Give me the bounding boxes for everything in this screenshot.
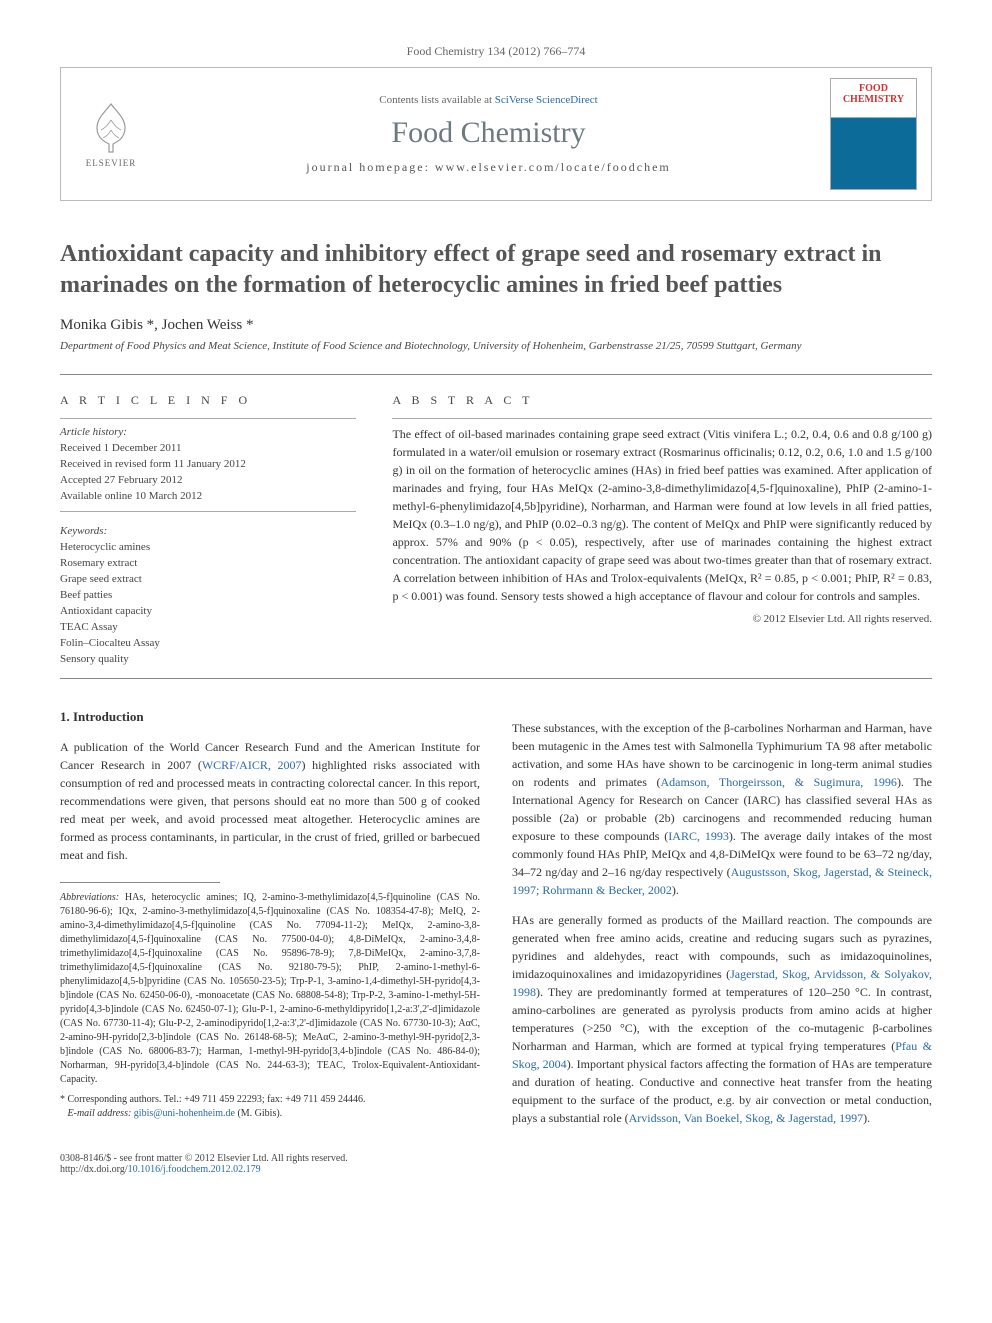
email-suffix: (M. Gibis). [235, 1108, 282, 1119]
keyword: Beef patties [60, 589, 112, 601]
contents-prefix: Contents lists available at [379, 94, 494, 106]
received-date: Received 1 December 2011 [60, 442, 181, 454]
doi-prefix: http://dx.doi.org/ [60, 1164, 128, 1175]
keyword: Grape seed extract [60, 573, 142, 585]
body-text: ). They are predominantly formed at temp… [512, 985, 932, 1053]
reference-link[interactable]: Adamson, Thorgeirsson, & Sugimura, 1996 [661, 775, 897, 789]
abbreviations-footnote: Abbreviations: HAs, heterocyclic amines;… [60, 891, 480, 1087]
keyword: Rosemary extract [60, 557, 137, 569]
section-heading: 1. Introduction [60, 707, 480, 727]
revised-date: Received in revised form 11 January 2012 [60, 458, 246, 470]
elsevier-logo: ELSEVIER [75, 94, 147, 174]
body-text: ) highlighted risks associated with cons… [60, 758, 480, 862]
doi-link[interactable]: 10.1016/j.foodchem.2012.02.179 [128, 1164, 261, 1175]
header-box: ELSEVIER Contents lists available at Sci… [60, 67, 932, 201]
tree-icon [87, 100, 135, 156]
abbrev-label: Abbreviations: [60, 892, 119, 903]
body-text: ). [863, 1111, 870, 1125]
publisher-name: ELSEVIER [86, 158, 137, 168]
abbrev-text: HAs, heterocyclic amines; IQ, 2-amino-3-… [60, 892, 480, 1085]
cover-title: FOOD CHEMISTRY [831, 79, 916, 109]
body-column-left: 1. Introduction A publication of the Wor… [60, 707, 480, 1139]
keywords-label: Keywords: [60, 524, 356, 540]
keyword: Antioxidant capacity [60, 605, 152, 617]
keyword: Sensory quality [60, 653, 129, 665]
history-label: Article history: [60, 426, 127, 438]
abstract-heading: A B S T R A C T [392, 393, 932, 408]
journal-cover: FOOD CHEMISTRY [830, 78, 917, 190]
reference-link[interactable]: WCRF/AICR, 2007 [202, 758, 302, 772]
authors: Monika Gibis *, Jochen Weiss * [60, 317, 932, 334]
journal-name: Food Chemistry [165, 116, 812, 150]
copyright: © 2012 Elsevier Ltd. All rights reserved… [392, 613, 932, 625]
corresponding-footnote: * Corresponding authors. Tel.: +49 711 4… [60, 1093, 480, 1121]
scidirect-link[interactable]: SciVerse ScienceDirect [495, 94, 598, 106]
reference-link[interactable]: Arvidsson, Van Boekel, Skog, & Jagerstad… [629, 1111, 863, 1125]
keyword: Folin–Ciocalteu Assay [60, 637, 160, 649]
email-label: E-mail address: [68, 1108, 132, 1119]
keyword: Heterocyclic amines [60, 541, 150, 553]
online-date: Available online 10 March 2012 [60, 490, 202, 502]
article-history: Article history: Received 1 December 201… [60, 425, 356, 505]
article-info-heading: A R T I C L E I N F O [60, 393, 356, 408]
homepage-line: journal homepage: www.elsevier.com/locat… [165, 160, 812, 175]
homepage-prefix: journal homepage: [306, 160, 435, 174]
citation: Food Chemistry 134 (2012) 766–774 [60, 44, 932, 59]
accepted-date: Accepted 27 February 2012 [60, 474, 183, 486]
doi-block: 0308-8146/$ - see front matter © 2012 El… [60, 1153, 932, 1175]
corr-text: * Corresponding authors. Tel.: +49 711 4… [60, 1094, 365, 1105]
body-text: ). [672, 883, 679, 897]
affiliation: Department of Food Physics and Meat Scie… [60, 340, 932, 352]
contents-line: Contents lists available at SciVerse Sci… [165, 94, 812, 106]
email-link[interactable]: gibis@uni-hohenheim.de [131, 1108, 235, 1119]
keywords-block: Keywords: Heterocyclic amines Rosemary e… [60, 524, 356, 667]
homepage-url[interactable]: www.elsevier.com/locate/foodchem [435, 160, 671, 174]
body-column-right: These substances, with the exception of … [512, 707, 932, 1139]
keyword: TEAC Assay [60, 621, 118, 633]
abstract-text: The effect of oil-based marinades contai… [392, 425, 932, 605]
reference-link[interactable]: IARC, 1993 [668, 829, 729, 843]
front-matter-line: 0308-8146/$ - see front matter © 2012 El… [60, 1153, 348, 1164]
article-title: Antioxidant capacity and inhibitory effe… [60, 239, 932, 301]
